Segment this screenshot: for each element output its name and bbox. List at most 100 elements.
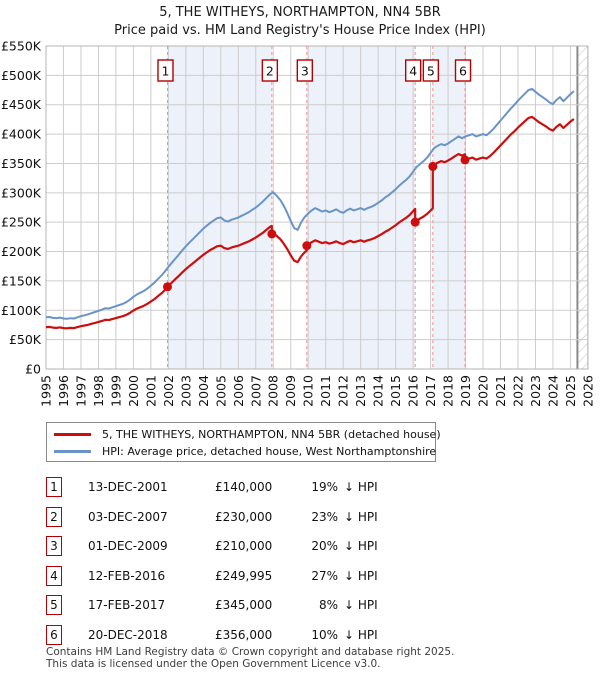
legend-label: 5, THE WITHEYS, NORTHAMPTON, NN4 5BR (de… [102,428,441,441]
sale-marker-number: 2 [266,64,274,79]
property-line-swatch [54,433,91,436]
sale-price: £356,000 [215,628,273,642]
sale-marker-number: 4 [409,64,417,79]
sale-marker-box [404,59,422,82]
hpi-arrow-label: ↓ HPI [344,510,378,524]
x-axis-label: 2024 [545,375,560,407]
sale-marker-number: 6 [459,64,467,79]
y-axis-label: £350K [1,156,42,171]
x-axis-label: 2008 [266,375,281,407]
sale-marker-box [422,59,440,82]
sale-date: 01-DEC-2009 [88,539,168,553]
sale-date: 12-FEB-2016 [88,569,166,583]
sale-number-badge: 4 [46,566,62,586]
sale-pct-vs-hpi: 8% [318,598,338,612]
x-axis-label: 2012 [336,375,351,407]
copyright-footer: Contains HM Land Registry data © Crown c… [46,646,454,670]
sale-pct-vs-hpi: 10% [311,628,338,642]
y-axis-label: £0 [25,362,41,377]
x-axis-label: 2002 [161,375,176,407]
sale-pct-vs-hpi: 27% [311,569,338,583]
x-axis-label: 2007 [248,375,263,407]
sale-marker-box [454,59,472,82]
sale-number-badge: 3 [46,536,62,556]
sale-dot [428,161,438,171]
x-axis-label: 2013 [353,375,368,407]
x-axis-label: 1997 [73,375,88,407]
y-axis-label: £500K [1,68,42,83]
sale-price: £210,000 [215,539,273,553]
x-axis-label: 2006 [231,375,246,407]
y-axis-label: £550K [1,39,42,54]
hpi-arrow-label: ↓ HPI [344,480,378,494]
sale-date: 03-DEC-2007 [88,510,168,524]
x-axis-label: 2015 [388,375,403,407]
x-axis-label: 2018 [441,375,456,407]
sale-date: 13-DEC-2001 [88,480,168,494]
x-axis-label: 2017 [423,375,438,407]
sale-marker-number: 5 [427,64,435,79]
x-axis-label: 2025 [563,375,578,407]
x-axis-label: 2011 [318,375,333,407]
x-axis-label: 2003 [178,375,193,407]
sale-date: 17-FEB-2017 [88,598,166,612]
sale-dot [267,229,277,239]
hpi-line-swatch [54,450,91,453]
sale-price: £140,000 [215,480,273,494]
x-axis-label: 2014 [371,375,386,407]
y-axis-label: £450K [1,97,42,112]
page-subtitle: Price paid vs. HM Land Registry's House … [114,23,486,38]
sale-marker-box [157,59,174,82]
x-axis-label: 2020 [476,375,491,407]
hpi-arrow-label: ↓ HPI [344,569,378,583]
y-axis-label: £200K [1,244,42,259]
x-axis-label: 2022 [510,375,525,407]
sale-row: 3 01-DEC-2009 £210,000 20% ↓ HPI [46,536,566,556]
sale-price: £249,995 [215,569,273,583]
x-axis-label: 2001 [143,375,158,407]
hpi-arrow-label: ↓ HPI [344,628,378,642]
x-axis-label: 1998 [91,375,106,407]
ownership-band [432,46,466,369]
x-axis-label: 2026 [580,375,595,407]
x-axis-label: 2004 [196,375,211,407]
legend-item-property: 5, THE WITHEYS, NORTHAMPTON, NN4 5BR (de… [47,426,441,443]
x-axis-label: 2010 [301,375,316,407]
page-title: 5, THE WITHEYS, NORTHAMPTON, NN4 5BR [159,5,441,20]
sale-dot [162,282,172,292]
sale-price: £230,000 [215,510,273,524]
sale-marker-number: 1 [162,64,170,79]
sale-dot [410,217,420,227]
x-axis-label: 1999 [108,375,123,407]
sale-marker-box [261,59,279,82]
x-axis-label: 1995 [39,375,54,407]
sale-number-badge: 2 [46,507,62,527]
sale-pct-vs-hpi: 20% [311,539,338,553]
legend-label: HPI: Average price, detached house, West… [102,445,437,458]
y-axis-label: £100K [1,303,42,318]
sale-number-badge: 6 [46,625,62,645]
x-axis-label: 2000 [126,375,141,407]
sale-marker-box [296,59,314,82]
sale-dot [302,241,312,251]
sale-row: 4 12-FEB-2016 £249,995 27% ↓ HPI [46,566,566,586]
x-axis-label: 2019 [458,375,473,407]
x-axis-label: 2021 [493,375,508,407]
sale-number-badge: 5 [46,595,62,615]
hpi-arrow-label: ↓ HPI [344,539,378,553]
x-axis-label: 2023 [528,375,543,407]
sale-row: 2 03-DEC-2007 £230,000 23% ↓ HPI [46,507,566,527]
sale-price: £345,000 [215,598,273,612]
sale-number-badge: 1 [46,477,62,497]
y-axis-label: £50K [9,332,42,347]
future-hatch-region [577,46,588,369]
legend-item-hpi: HPI: Average price, detached house, West… [47,443,437,460]
sale-row: 1 13-DEC-2001 £140,000 19% ↓ HPI [46,477,566,497]
x-axis-label: 1996 [56,375,71,407]
sale-row: 5 17-FEB-2017 £345,000 8% ↓ HPI [46,595,566,615]
chart-legend: 5, THE WITHEYS, NORTHAMPTON, NN4 5BR (de… [46,422,441,462]
x-axis-label: 2016 [406,375,421,407]
sale-dot [460,155,470,165]
y-axis-label: £300K [1,185,42,200]
